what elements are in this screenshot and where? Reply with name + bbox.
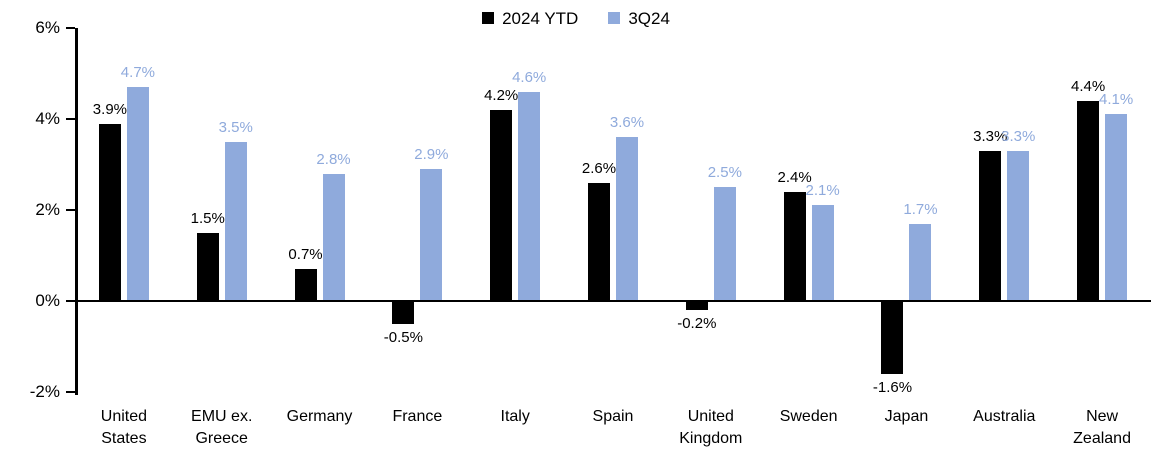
y-axis-line bbox=[75, 28, 78, 395]
bar-2024-ytd-italy bbox=[490, 109, 513, 301]
data-label: 3.9% bbox=[92, 100, 128, 118]
data-label: 3.5% bbox=[218, 118, 253, 136]
y-axis-tick-label: 0% bbox=[35, 291, 60, 310]
data-label: 3.3% bbox=[1001, 127, 1036, 145]
data-label: -0.2% bbox=[677, 315, 717, 333]
bar-3q24-italy bbox=[518, 91, 541, 301]
y-axis-tick bbox=[66, 299, 75, 303]
chart-legend: 2024 YTD 3Q24 bbox=[0, 7, 1152, 29]
bar-3q24-emu-ex-greece bbox=[224, 141, 247, 301]
data-label: 2.1% bbox=[805, 182, 840, 200]
y-axis-tick-label: 4% bbox=[35, 109, 60, 128]
bar-3q24-united-states bbox=[126, 87, 149, 301]
legend-swatch-2024-ytd bbox=[482, 12, 495, 24]
bar-3q24-united-kingdom bbox=[713, 187, 736, 301]
data-label: 1.5% bbox=[190, 209, 225, 227]
y-axis-tick-label: 2% bbox=[35, 200, 60, 219]
bar-3q24-france bbox=[420, 169, 443, 301]
legend-item-2024-ytd: 2024 YTD bbox=[482, 10, 578, 27]
data-label: 4.2% bbox=[484, 86, 519, 104]
category-label: United States bbox=[100, 408, 148, 447]
category-label: New Zealand bbox=[1073, 408, 1131, 447]
category-label: Spain bbox=[592, 408, 634, 425]
data-label: 3.3% bbox=[973, 127, 1008, 145]
y-axis-tick bbox=[66, 208, 75, 212]
data-label: 0.7% bbox=[288, 246, 323, 264]
bar-2024-ytd-spain bbox=[588, 182, 610, 301]
bar-3q24-spain bbox=[616, 137, 638, 301]
legend-swatch-3q24 bbox=[608, 12, 621, 24]
data-label: 2.4% bbox=[777, 168, 812, 186]
legend-label-2024-ytd: 2024 YTD bbox=[502, 8, 579, 28]
category-label: EMU ex. Greece bbox=[191, 408, 253, 447]
bar-2024-ytd-france bbox=[392, 301, 415, 324]
bar-3q24-japan bbox=[909, 223, 932, 301]
data-label: 4.6% bbox=[512, 68, 547, 86]
category-label: Sweden bbox=[779, 408, 838, 425]
bar-2024-ytd-united-states bbox=[98, 123, 121, 301]
data-label: 4.7% bbox=[120, 64, 156, 82]
bar-3q24-australia bbox=[1007, 150, 1030, 301]
bar-3q24-germany bbox=[322, 173, 345, 301]
category-label: Germany bbox=[286, 408, 353, 425]
bar-2024-ytd-new-zealand bbox=[1077, 100, 1100, 301]
category-label: Australia bbox=[973, 408, 1036, 425]
legend-item-3q24: 3Q24 bbox=[608, 10, 670, 27]
data-label: 2.8% bbox=[316, 150, 351, 168]
bar-2024-ytd-japan bbox=[881, 301, 904, 374]
bar-3q24-sweden bbox=[811, 205, 834, 301]
category-label: United Kingdom bbox=[679, 408, 743, 447]
bar-3q24-new-zealand bbox=[1105, 114, 1128, 301]
data-label: -0.5% bbox=[383, 328, 423, 346]
y-axis-tick bbox=[66, 390, 75, 394]
bar-2024-ytd-emu-ex-greece bbox=[196, 232, 219, 301]
data-label: 4.4% bbox=[1070, 77, 1106, 95]
data-label: 4.1% bbox=[1098, 91, 1134, 109]
legend-label-3q24: 3Q24 bbox=[628, 8, 670, 28]
y-axis-tick bbox=[66, 26, 75, 30]
y-axis-tick-label: -2% bbox=[29, 382, 60, 401]
y-axis-tick-label: 6% bbox=[35, 18, 60, 37]
data-label: 2.6% bbox=[581, 159, 617, 177]
x-axis-line bbox=[75, 299, 1151, 303]
bar-2024-ytd-germany bbox=[294, 269, 317, 301]
bar-2024-ytd-united-kingdom bbox=[685, 301, 708, 311]
data-label: 2.9% bbox=[414, 146, 449, 164]
category-label: Japan bbox=[884, 408, 929, 425]
bar-2024-ytd-australia bbox=[979, 150, 1002, 301]
y-axis-tick bbox=[66, 117, 75, 121]
category-label: Italy bbox=[500, 408, 530, 425]
category-label: France bbox=[392, 408, 443, 425]
data-label: 3.6% bbox=[609, 114, 645, 132]
data-label: -1.6% bbox=[872, 378, 913, 396]
data-label: 2.5% bbox=[707, 164, 742, 182]
bar-2024-ytd-sweden bbox=[783, 191, 806, 301]
data-label: 1.7% bbox=[903, 200, 938, 218]
